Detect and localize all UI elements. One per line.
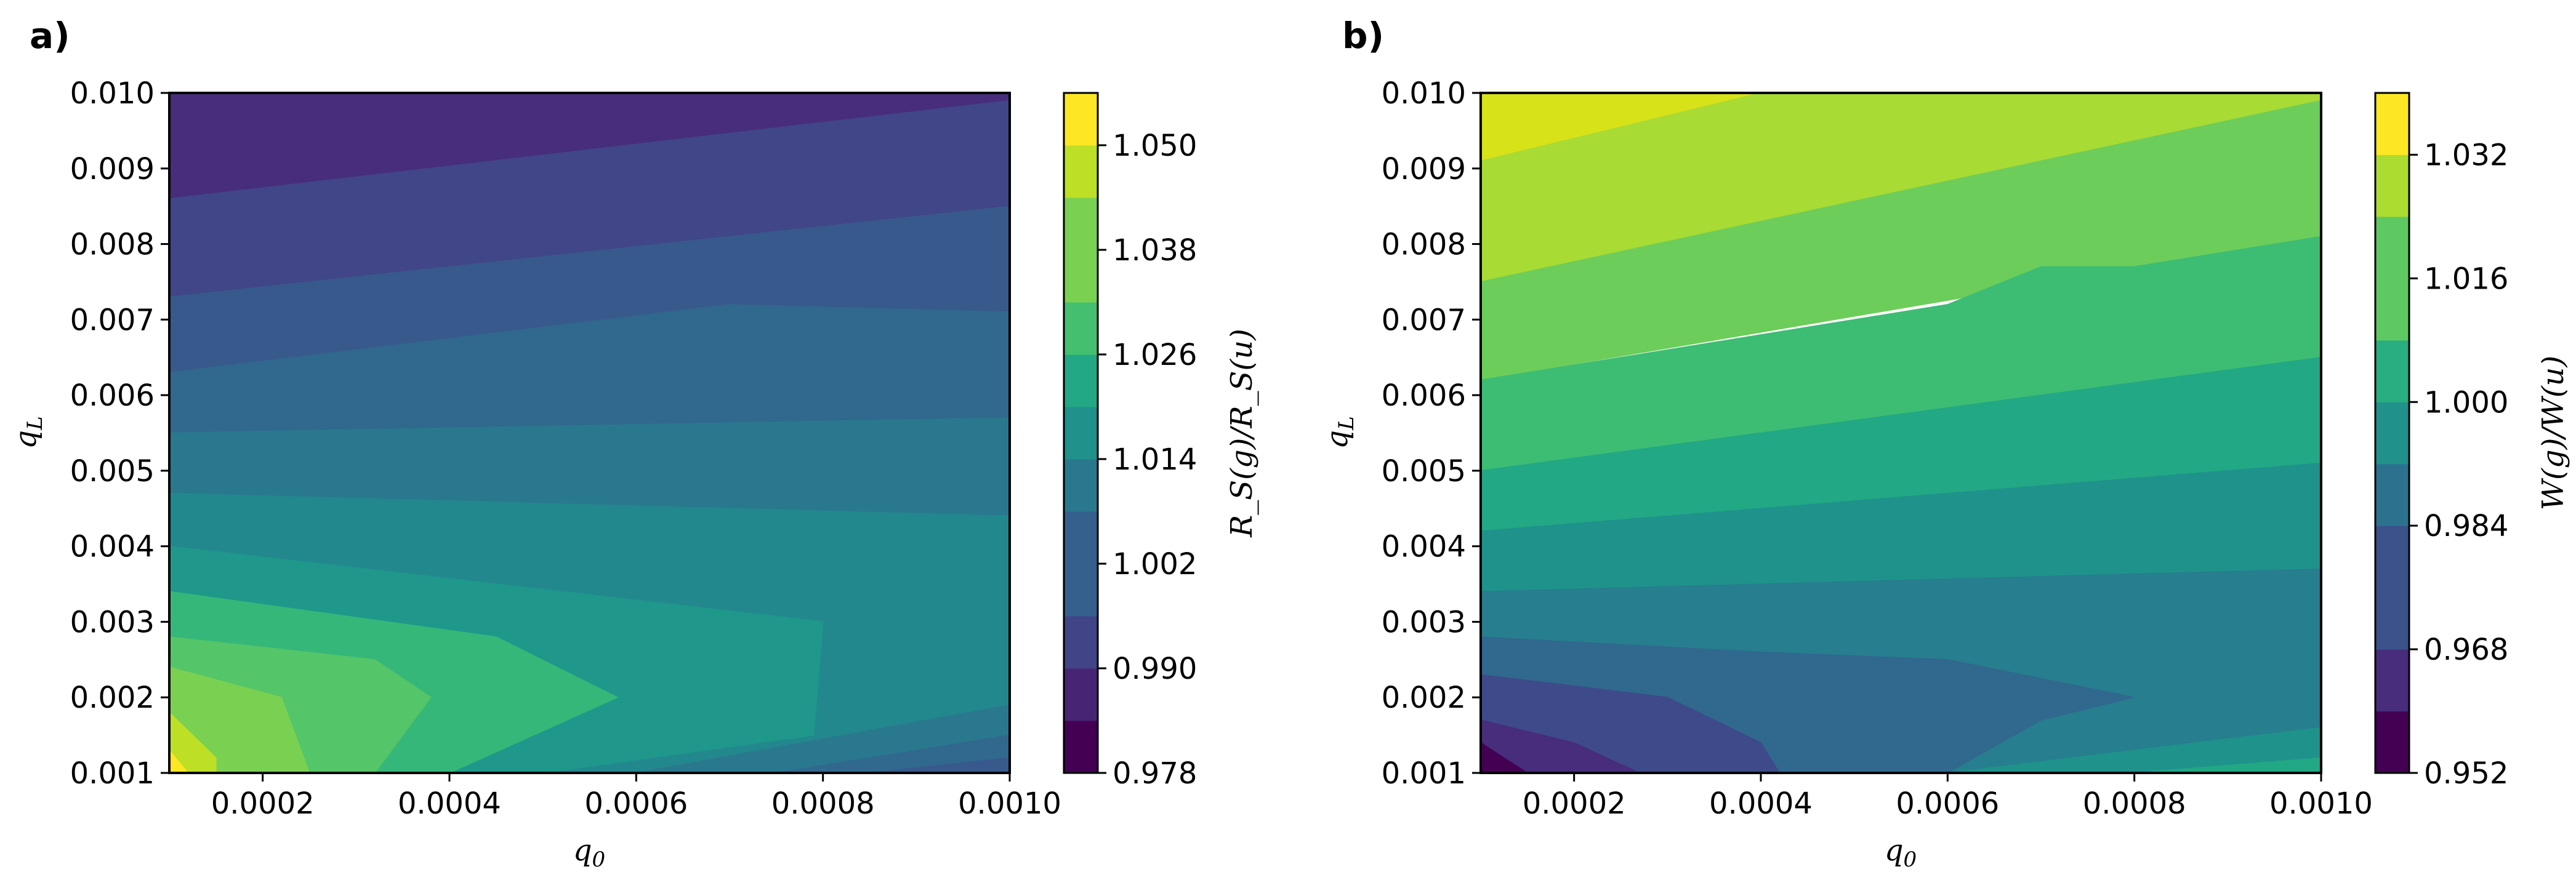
- colorbar-band: [1064, 459, 1098, 512]
- y-tick-label: 0.001: [1382, 756, 1466, 791]
- y-tick-label: 0.002: [1382, 681, 1466, 715]
- y-tick-label: 0.009: [1382, 152, 1466, 186]
- colorbar-band: [2375, 711, 2409, 774]
- x-axis: 0.0002 0.0004 0.0006 0.0008 0.0010: [1523, 773, 2373, 821]
- panel-b: b) 0.0010.0020.0030.0040.0050.0060.0070.…: [1320, 15, 2570, 872]
- colorbar-band: [1064, 354, 1098, 407]
- y-tick-label: 0.010: [1382, 76, 1466, 111]
- y-tick-label: 0.010: [70, 76, 155, 111]
- colorbar-frame: [1063, 92, 1099, 774]
- colorbar-tick-label: 0.978: [1113, 756, 1197, 791]
- colorbar-band: [2375, 587, 2409, 650]
- colorbar-tick-label: 0.952: [2424, 756, 2508, 791]
- colorbar-band: [1064, 145, 1098, 198]
- colorbar-band: [2375, 93, 2409, 155]
- colorbar-tick-label: 1.050: [1113, 129, 1197, 163]
- panel-label: a): [30, 15, 70, 57]
- y-axis: 0.001 0.002 0.003 0.004 0.005 0.006 0.007 0.008…: [1382, 76, 1481, 791]
- colorbar-band: [1064, 616, 1098, 669]
- y-axis-label: qL: [9, 416, 47, 449]
- colorbar-band: [1064, 407, 1098, 460]
- y-tick-label: 0.004: [70, 530, 155, 564]
- x-axis-label: q0: [573, 833, 605, 872]
- panel-a: a) 0.0010.0020.0030.0040.0050.0060.0070.…: [9, 15, 1259, 872]
- colorbar-band: [1064, 93, 1098, 146]
- contour-plot: [1480, 92, 2322, 774]
- x-tick-label: 0.0004: [1709, 786, 1813, 821]
- colorbar-tick-label: 1.038: [1113, 233, 1197, 268]
- colorbar: 0.978 0.990 1.002 1.014 1.026 1.038 1.050 R_S(g…: [1063, 92, 1259, 791]
- y-tick-label: 0.008: [1382, 228, 1466, 262]
- contour-plot: [169, 92, 1010, 774]
- colorbar-band: [2375, 340, 2409, 402]
- colorbar-band: [1064, 250, 1098, 303]
- plot-frame: [1479, 92, 2322, 774]
- colorbar-band: [2375, 463, 2409, 526]
- x-tick-label: 0.0010: [2269, 786, 2373, 821]
- y-axis: 0.001 0.002 0.003 0.004 0.005 0.006 0.007 0.008…: [70, 76, 169, 791]
- colorbar-tick-label: 1.026: [1113, 338, 1197, 372]
- y-tick-label: 0.004: [1382, 530, 1466, 564]
- x-tick-label: 0.0006: [1896, 786, 1999, 821]
- colorbar-tick-label: 1.002: [1113, 547, 1197, 582]
- colorbar-tick-label: 1.014: [1113, 442, 1197, 477]
- x-tick-label: 0.0008: [771, 786, 875, 821]
- colorbar-label: R_S(g)/R_S(u): [1225, 329, 1259, 538]
- colorbar-tick-label: 1.000: [2424, 385, 2508, 420]
- y-tick-label: 0.005: [70, 454, 155, 489]
- colorbar-band: [2375, 649, 2409, 712]
- x-tick-label: 0.0002: [1523, 786, 1626, 821]
- x-tick-label: 0.0006: [584, 786, 688, 821]
- svg-text:qL: qL: [1320, 416, 1359, 449]
- y-tick-label: 0.003: [70, 605, 155, 639]
- plot-frame: [168, 92, 1011, 774]
- colorbar-tick-label: 1.032: [2424, 138, 2508, 172]
- x-tick-label: 0.0002: [211, 786, 315, 821]
- y-tick-label: 0.001: [70, 756, 155, 791]
- colorbar-band: [1064, 721, 1098, 774]
- y-tick-label: 0.002: [70, 681, 155, 715]
- y-tick-label: 0.006: [70, 378, 155, 413]
- svg-text:qL: qL: [9, 416, 47, 449]
- colorbar-band: [1064, 511, 1098, 564]
- colorbar-band: [1064, 302, 1098, 355]
- panel-label: b): [1342, 15, 1384, 57]
- colorbar-tick-label: 1.016: [2424, 262, 2508, 296]
- colorbar-band: [2375, 216, 2409, 279]
- x-tick-label: 0.0008: [2083, 786, 2186, 821]
- y-tick-label: 0.009: [70, 152, 155, 186]
- colorbar-frame: [2374, 92, 2410, 774]
- y-tick-label: 0.005: [1382, 454, 1466, 489]
- colorbar: 0.952 0.968 0.984 1.000 1.016 1.032 W(g)/W(u): [2374, 92, 2570, 791]
- colorbar-band: [1064, 564, 1098, 617]
- colorbar-tick-label: 0.968: [2424, 633, 2508, 667]
- y-tick-label: 0.006: [1382, 378, 1466, 413]
- x-tick-label: 0.0010: [958, 786, 1061, 821]
- x-axis: 0.0002 0.0004 0.0006 0.0008 0.0010: [211, 773, 1061, 821]
- colorbar-tick-label: 0.990: [1113, 652, 1197, 686]
- colorbar-band: [2375, 278, 2409, 341]
- colorbar-label: W(g)/W(u): [2536, 356, 2570, 510]
- y-tick-label: 0.008: [70, 228, 155, 262]
- y-tick-label: 0.003: [1382, 605, 1466, 639]
- colorbar-band: [2375, 402, 2409, 465]
- x-tick-label: 0.0004: [398, 786, 501, 821]
- x-axis-label: q0: [1885, 833, 1917, 872]
- y-axis-label: qL: [1320, 416, 1359, 449]
- colorbar-band: [2375, 154, 2409, 217]
- colorbar-band: [2375, 526, 2409, 588]
- colorbar-band: [1064, 198, 1098, 250]
- y-tick-label: 0.007: [1382, 303, 1466, 337]
- colorbar-band: [1064, 668, 1098, 721]
- colorbar-tick-label: 0.984: [2424, 509, 2508, 543]
- y-tick-label: 0.007: [70, 303, 155, 337]
